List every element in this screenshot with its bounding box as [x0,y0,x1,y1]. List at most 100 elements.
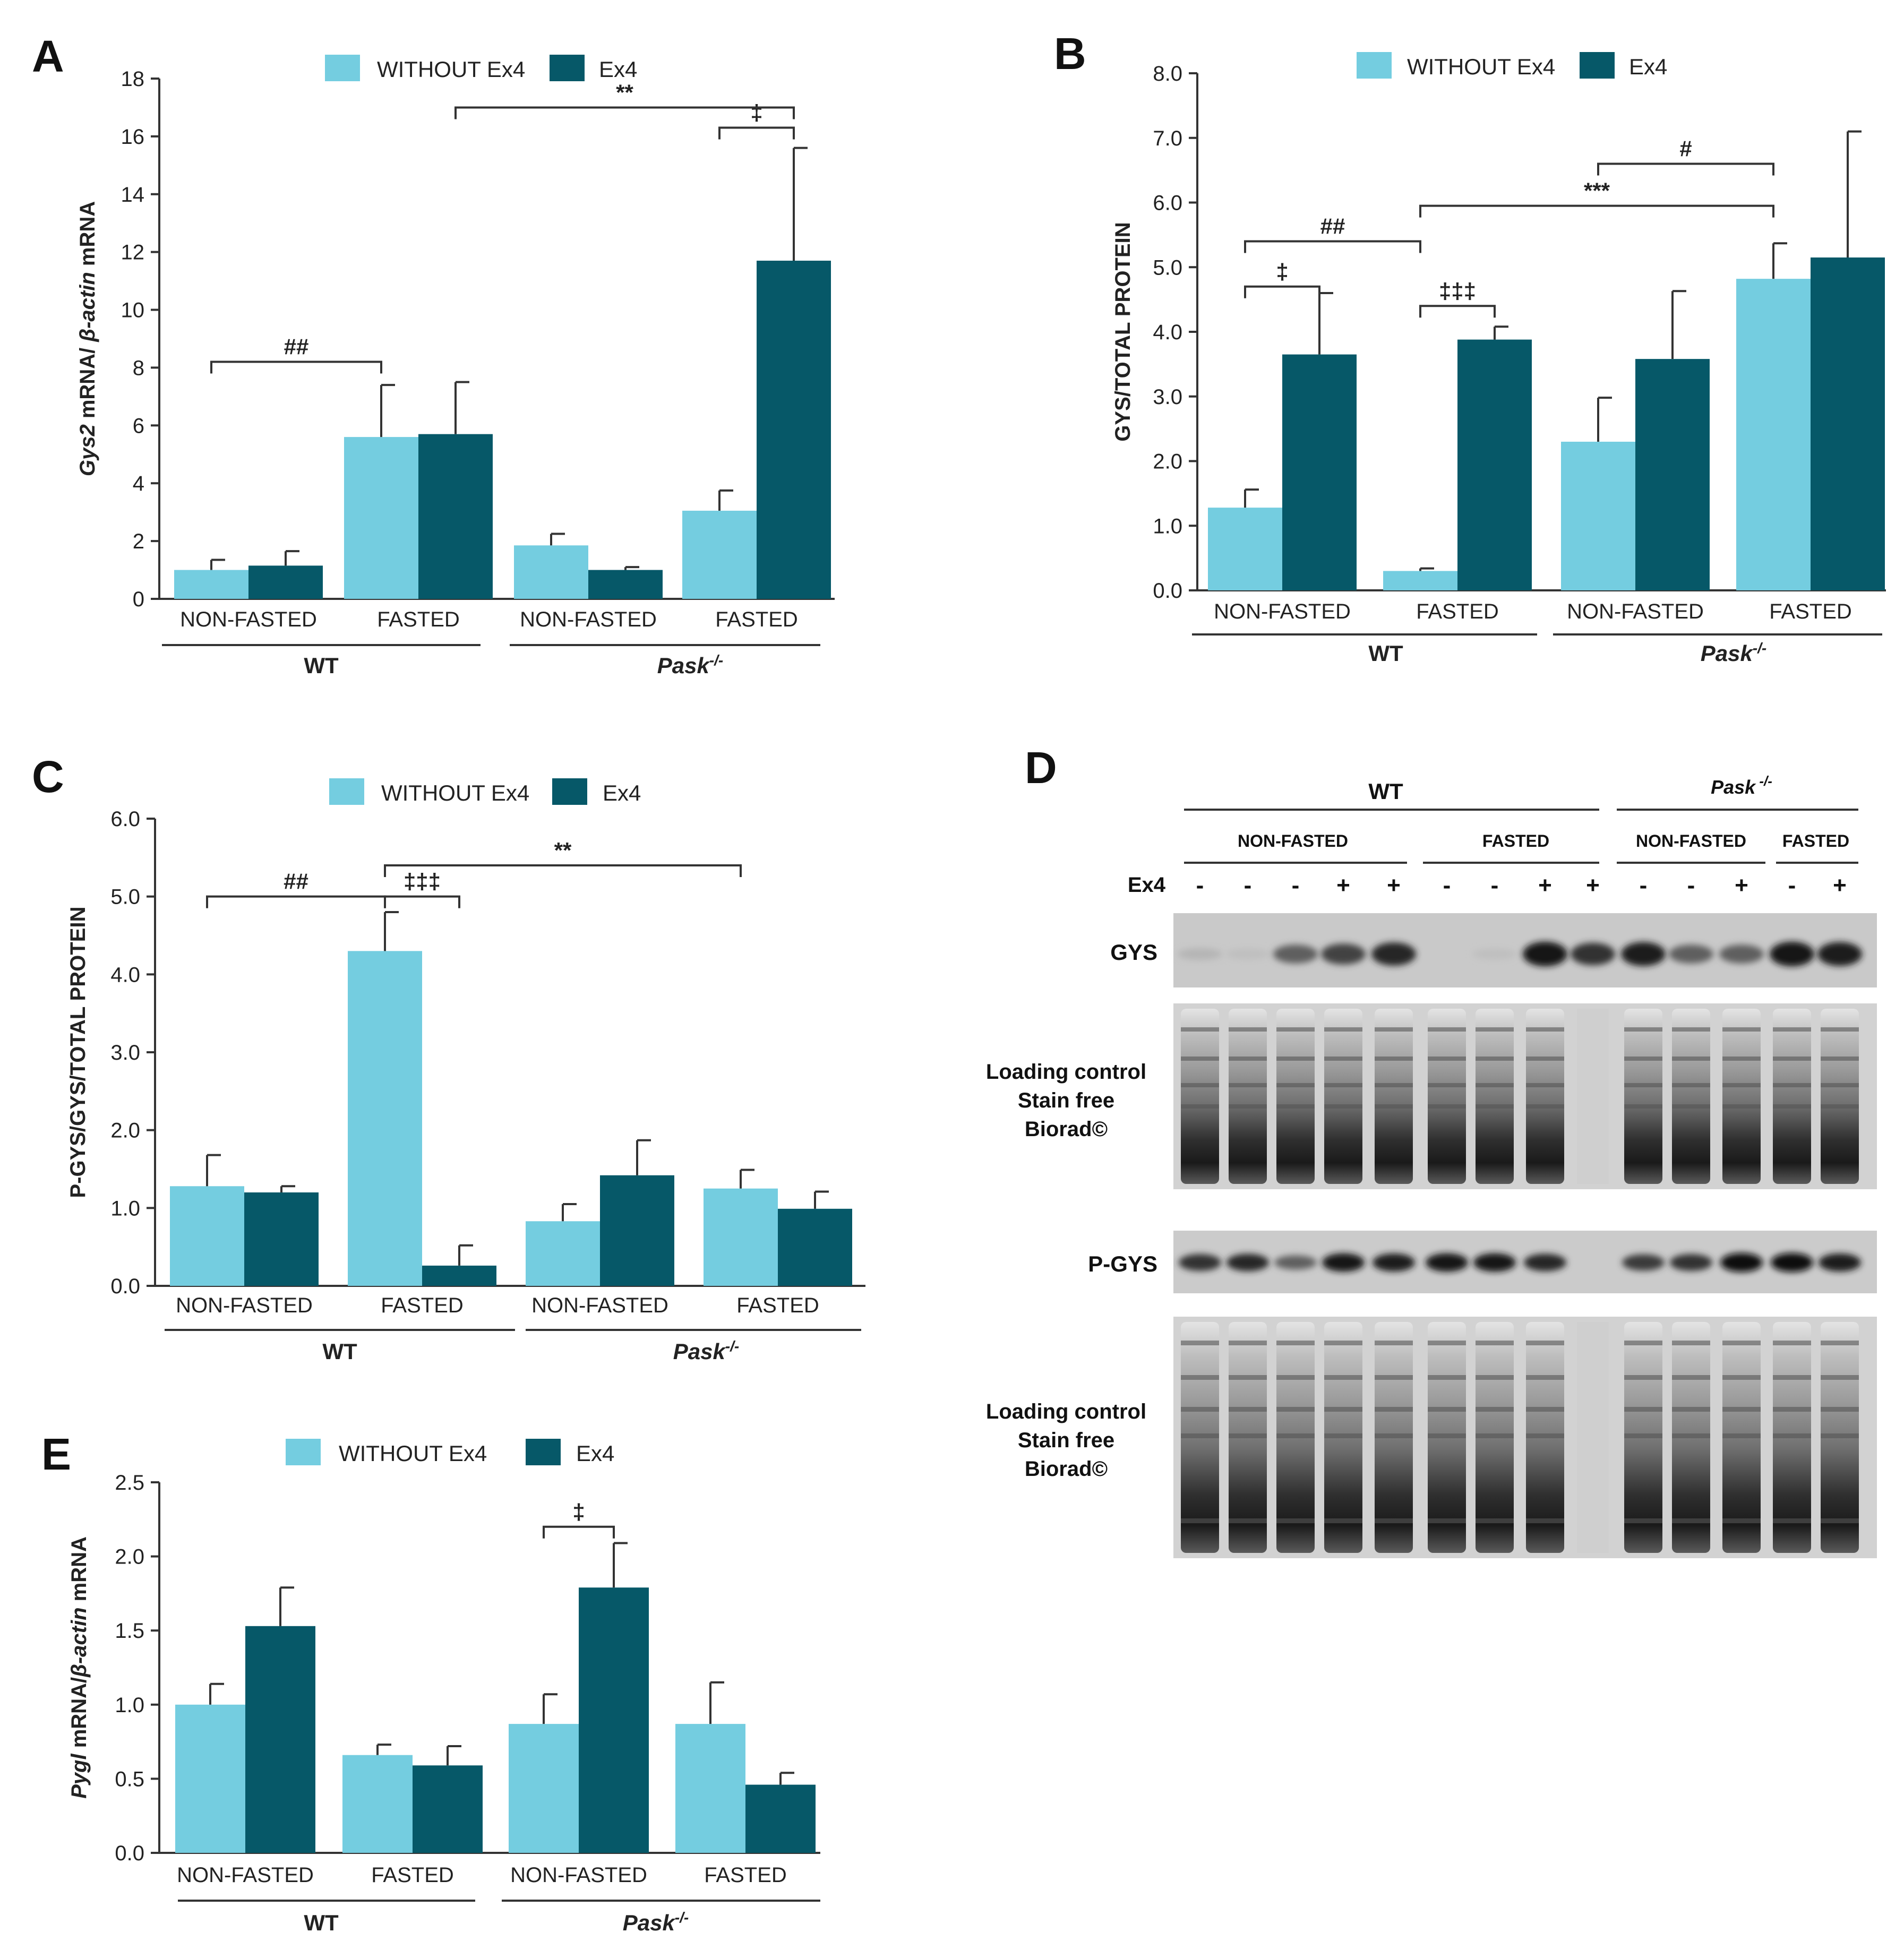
bar-without-0 [1208,508,1282,590]
loading-lane-band [1672,1083,1710,1087]
x-tick-label: FASTED [715,608,798,631]
loading-lane-band [1324,1083,1362,1087]
loading-lane-band [1821,1375,1859,1380]
x-tick-label: NON-FASTED [177,1863,314,1887]
loading-lane-band [1624,1104,1662,1109]
y-tick-label: 3.0 [1153,385,1182,409]
loading-lane-band [1722,1518,1761,1523]
significance-bracket [384,864,742,877]
loading-lane-band [1375,1083,1413,1087]
blot-loading-strip-1 [1173,1003,1877,1189]
y-tick-label: 1.5 [115,1619,144,1643]
loading-lane-band [1229,1341,1267,1345]
bar-ex4-1 [413,1765,483,1853]
panel-c-chart: C WITHOUT Ex4 Ex4 0.0 1.0 2.0 3.0 4.0 5.0 6.0 P… [32,752,865,1364]
group-label: WT [304,1910,339,1935]
loading-lane-band [1476,1057,1514,1061]
loading-lane-band [1526,1083,1564,1087]
loading-lane-band [1276,1518,1315,1523]
loading-lane-band [1428,1518,1466,1523]
bar-ex4-3 [778,1208,852,1286]
gys-band [1523,941,1567,967]
significance-label: *** [1584,178,1610,203]
loading-lane-band [1324,1407,1362,1412]
y-axis-label: Gys2 mRNA/ β-actin mRNA [76,201,99,476]
legend-swatch-ex4 [552,778,587,805]
significance-label: ** [616,80,633,105]
loading-lane-band [1181,1407,1219,1412]
loading-lane-band [1324,1057,1362,1061]
loading-lane-band [1375,1407,1413,1412]
loading-line-1: Loading control [986,1400,1146,1423]
loading-lane-band [1624,1027,1662,1032]
y-tick-label: 2 [133,530,144,553]
gys-band [1817,942,1862,966]
pgys-band [1819,1253,1861,1272]
blot-pgys-label: P-GYS [1088,1251,1157,1276]
loading-lane-band [1821,1057,1859,1061]
y-tick-label: 2.0 [110,1119,140,1143]
loading-lane [1624,1009,1662,1184]
blot-wt-label: WT [1368,779,1403,804]
loading-line-3: Biorad© [1025,1457,1108,1481]
loading-lane-band [1428,1027,1466,1032]
loading-lane [1526,1009,1564,1184]
y-tick-label: 5.0 [110,886,140,909]
panel-a-legend: WITHOUT Ex4 Ex4 [325,55,637,82]
panel-c-letter: C [32,752,64,802]
bar-without-2 [526,1221,600,1286]
legend-swatch-without [329,778,364,805]
loading-lane-band [1722,1083,1761,1087]
gys-band [1225,948,1270,960]
bar-ex4-1 [418,434,493,599]
loading-lane-band [1624,1433,1662,1438]
y-axis-label: Pygl mRNA/β-actin mRNA [67,1536,91,1799]
loading-lane [1476,1009,1514,1184]
loading-lane-band [1229,1057,1267,1061]
bar-ex4-2 [588,570,663,599]
blot-pask-label: Pask -/- [1711,773,1772,798]
significance-bracket [206,895,386,908]
bar-without-2 [1561,441,1635,590]
y-tick-label: 8.0 [1153,62,1182,85]
panel-c-plot: 0.0 1.0 2.0 3.0 4.0 5.0 6.0 P-GYS/GYS/TOTAL PRO… [66,808,865,1364]
bar-ex4-0 [1282,354,1357,590]
x-tick-label: NON-FASTED [531,1294,668,1317]
significance-bracket [543,1525,615,1539]
loading-lane-band [1773,1518,1811,1523]
x-tick-label: FASTED [1769,600,1852,623]
loading-lane-band [1229,1104,1267,1109]
loading-lane-band [1672,1104,1710,1109]
loading-lane-band [1428,1104,1466,1109]
pgys-band [1771,1253,1813,1272]
bar-without-1 [348,951,422,1286]
significance-bracket [1244,285,1320,298]
y-tick-label: 1.0 [110,1197,140,1220]
loading-lane-band [1428,1407,1466,1412]
loading-lane-band [1276,1083,1315,1087]
loading-lane-band [1624,1375,1662,1380]
loading-lane-band [1773,1407,1811,1412]
empty-lane [1577,1322,1609,1553]
ex4-sign: - [1491,872,1499,898]
loading-lane-band [1624,1083,1662,1087]
blot-loading-label-2: Loading control Stain free Biorad© [986,1400,1146,1481]
legend-label-without: WITHOUT Ex4 [339,1441,487,1466]
panel-e-letter: E [41,1429,71,1479]
loading-line-2: Stain free [1018,1089,1114,1112]
legend-swatch-without [286,1439,321,1465]
legend-label-ex4: Ex4 [599,57,637,82]
significance-label: ‡ [1276,259,1288,284]
x-tick-label: FASTED [377,608,460,631]
loading-lane-band [1526,1341,1564,1345]
loading-lane-band [1324,1518,1362,1523]
loading-lane-band [1229,1027,1267,1032]
pgys-band [1720,1253,1763,1272]
loading-lane-band [1722,1341,1761,1345]
bar-without-2 [509,1724,579,1853]
loading-lane-band [1672,1433,1710,1438]
loading-lane-band [1773,1027,1811,1032]
gys-band [1571,942,1615,966]
y-tick-label: 6.0 [1153,192,1182,215]
